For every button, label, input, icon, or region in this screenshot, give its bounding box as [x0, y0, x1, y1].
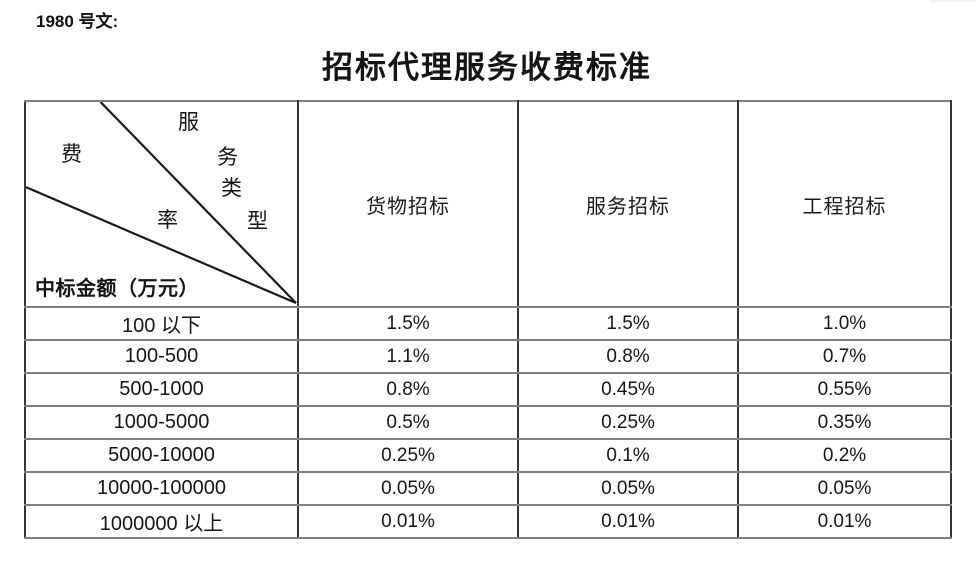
works-rate-cell: 0.55% [737, 372, 952, 407]
service-type-char: 型 [247, 209, 268, 233]
services-rate-cell: 1.5% [517, 306, 739, 341]
goods-rate-cell: 1.5% [297, 306, 519, 341]
amount-range-cell: 100 以下 [24, 306, 299, 341]
services-rate-cell: 0.1% [517, 438, 739, 473]
fee-standard-table: 服 务 类 型 费 率 中标金额（万元） 货物招标 服务招标 工程招标 100 … [24, 100, 952, 539]
fee-rate-char: 费 [61, 142, 82, 166]
doc-number: 1980 号文: [36, 12, 119, 31]
goods-rate-cell: 0.5% [297, 405, 519, 440]
service-type-char: 务 [217, 145, 238, 169]
amount-range-cell: 1000000 以上 [24, 504, 299, 539]
works-rate-cell: 1.0% [737, 306, 952, 341]
amount-range-cell: 1000-5000 [24, 405, 299, 440]
amount-range-cell: 500-1000 [24, 372, 299, 407]
table-row: 1000000 以上 0.01% 0.01% 0.01% [24, 504, 952, 539]
goods-rate-cell: 0.05% [297, 471, 519, 506]
column-header-services: 服务招标 [517, 100, 739, 308]
works-rate-cell: 0.2% [737, 438, 952, 473]
amount-range-cell: 5000-10000 [24, 438, 299, 473]
table-corner-cell: 服 务 类 型 费 率 中标金额（万元） [24, 100, 299, 308]
table-row: 100-500 1.1% 0.8% 0.7% [24, 339, 952, 374]
page-edge-artifact [930, 0, 976, 2]
works-rate-cell: 0.05% [737, 471, 952, 506]
goods-rate-cell: 1.1% [297, 339, 519, 374]
goods-rate-cell: 0.01% [297, 504, 519, 539]
works-rate-cell: 0.35% [737, 405, 952, 440]
goods-rate-cell: 0.25% [297, 438, 519, 473]
services-rate-cell: 0.01% [517, 504, 739, 539]
works-rate-cell: 0.01% [737, 504, 952, 539]
table-row: 1000-5000 0.5% 0.25% 0.35% [24, 405, 952, 440]
table-row: 5000-10000 0.25% 0.1% 0.2% [24, 438, 952, 473]
column-header-goods: 货物招标 [297, 100, 519, 308]
amount-axis-label: 中标金额（万元） [35, 278, 199, 300]
amount-range-cell: 10000-100000 [24, 471, 299, 506]
service-type-char: 类 [221, 176, 242, 200]
amount-range-cell: 100-500 [24, 339, 299, 374]
header-row: 服 务 类 型 费 率 中标金额（万元） 货物招标 服务招标 工程招标 [24, 100, 952, 308]
diagonal-lines [26, 102, 297, 305]
services-rate-cell: 0.8% [517, 339, 739, 374]
works-rate-cell: 0.7% [737, 339, 952, 374]
goods-rate-cell: 0.8% [297, 372, 519, 407]
page-title: 招标代理服务收费标准 [322, 50, 652, 85]
services-rate-cell: 0.45% [517, 372, 739, 407]
service-type-char: 服 [178, 110, 199, 134]
column-header-works: 工程招标 [737, 100, 952, 308]
fee-rate-char: 率 [157, 208, 178, 232]
table-row: 100 以下 1.5% 1.5% 1.0% [24, 306, 952, 341]
services-rate-cell: 0.25% [517, 405, 739, 440]
services-rate-cell: 0.05% [517, 471, 739, 506]
table-row: 500-1000 0.8% 0.45% 0.55% [24, 372, 952, 407]
table-row: 10000-100000 0.05% 0.05% 0.05% [24, 471, 952, 506]
